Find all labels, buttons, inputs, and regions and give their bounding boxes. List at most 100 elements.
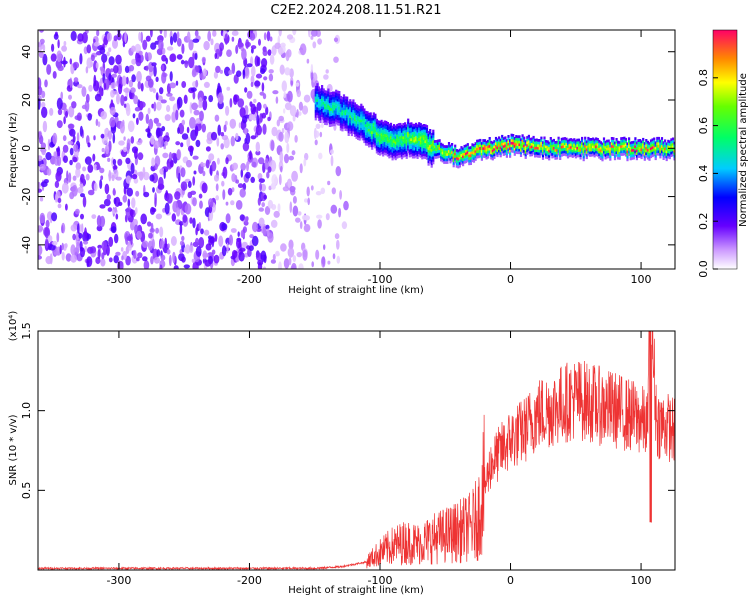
spectrogram-cell — [195, 139, 201, 148]
spectrogram-cell — [530, 145, 534, 149]
spectrogram-cell — [321, 108, 324, 112]
spectrogram-cell — [454, 155, 457, 158]
spectrogram-cell — [662, 157, 665, 160]
spectrogram-cell — [601, 142, 604, 146]
spectrogram-cell — [446, 155, 449, 159]
spectrogram-cell — [620, 147, 623, 151]
spectrogram-cell — [408, 152, 411, 155]
spectrogram-cell — [410, 122, 413, 126]
spectrogram-cell — [468, 146, 471, 150]
spectrogram-cell — [626, 145, 629, 148]
spectrogram-cell — [327, 117, 330, 121]
spectrogram-cell — [363, 108, 366, 112]
spectrogram-cell — [380, 151, 383, 155]
spectrogram-cell — [570, 151, 573, 155]
spectrogram-cell — [549, 139, 552, 143]
spectrogram-cell — [364, 124, 368, 127]
spectrogram-cell — [336, 104, 339, 107]
spectrogram-cell — [574, 145, 577, 148]
spectrogram-cell — [164, 202, 170, 215]
spectrogram-cell — [189, 217, 193, 224]
spectrogram-cell — [648, 152, 651, 156]
spectrogram-cell — [328, 95, 331, 98]
x-tick-label: -300 — [106, 273, 131, 286]
colorbar — [712, 29, 738, 270]
spectrogram-cell — [543, 152, 546, 156]
spectrogram-cell — [231, 62, 236, 74]
spectrogram-cell — [257, 197, 261, 206]
spectrogram-cell — [42, 44, 46, 52]
spectrogram-cell — [169, 53, 176, 63]
spectrogram-cell — [113, 65, 119, 74]
spectrogram-cell — [538, 144, 541, 148]
spectrogram-cell — [136, 71, 142, 83]
spectrogram-cell — [322, 104, 325, 108]
spectrogram-cell — [380, 119, 383, 123]
spectrogram-cell — [518, 143, 521, 147]
spectrogram-cell — [341, 110, 344, 113]
spectrogram-cell — [377, 146, 380, 150]
spectrogram-cell — [65, 253, 72, 262]
spectrogram-cell — [393, 148, 396, 151]
spectrogram-cell — [127, 120, 135, 133]
spectrogram-cell — [518, 140, 521, 144]
spectrogram-cell — [602, 145, 606, 149]
spectrogram-cell — [577, 146, 581, 150]
spectrogram-cell — [374, 121, 377, 125]
spectrogram-cell — [662, 151, 665, 155]
spectrogram-cell — [176, 166, 179, 179]
spectrogram-cell — [361, 113, 364, 117]
spectrogram-cell — [465, 155, 468, 158]
spectrogram-cell — [673, 152, 675, 156]
spectrogram-cell — [416, 137, 419, 141]
spectrogram-cell — [510, 149, 513, 153]
spectrogram-cell — [248, 114, 256, 121]
spectrogram-cell — [670, 141, 673, 144]
spectrogram-cell — [425, 157, 429, 160]
spectrogram-cell — [446, 161, 449, 164]
spectrogram-cell — [404, 135, 407, 139]
spectrogram-cell — [588, 154, 591, 157]
spectrogram-cell — [235, 179, 239, 184]
spectrogram-cell — [584, 139, 587, 143]
spectrogram-cell — [375, 137, 378, 141]
spectrogram-cell — [668, 145, 671, 149]
spectrogram-cell — [153, 101, 157, 112]
spectrogram-cell — [325, 106, 328, 110]
spectrogram-cell — [186, 126, 190, 134]
spectrogram-cell — [404, 132, 407, 136]
spectrogram-cell — [366, 143, 369, 146]
spectrogram-cell — [584, 152, 587, 156]
spectrogram-cell — [235, 45, 239, 54]
spectrogram-cell — [225, 201, 229, 206]
spectrogram-cell — [188, 39, 194, 51]
spectrogram-cell — [465, 160, 468, 164]
spectrogram-cell — [458, 164, 461, 168]
spectrogram-cell — [47, 235, 53, 243]
spectrogram-cell — [135, 57, 142, 67]
spectrogram-cell — [145, 35, 151, 42]
spectrogram-cell — [415, 149, 418, 153]
spectrogram-cell — [458, 159, 461, 163]
spectrogram-cell — [482, 141, 485, 145]
spectrogram-cell — [360, 135, 363, 139]
spectrogram-cell — [264, 206, 271, 215]
spectrogram-cell — [100, 110, 107, 120]
spectrogram-cell — [648, 158, 651, 161]
spectrogram-cell — [112, 187, 116, 196]
spectrogram-cell — [385, 152, 388, 156]
spectrogram-cell — [507, 142, 510, 146]
spectrogram-cell — [76, 241, 80, 254]
spectrogram-cell — [649, 147, 653, 151]
spectrogram-cell — [380, 141, 383, 144]
spectrogram-cell — [306, 186, 310, 197]
spectrogram-cell — [369, 120, 372, 124]
spectrogram-cell — [317, 107, 321, 111]
spectrogram-cell — [396, 134, 399, 138]
spectrogram-cell — [391, 133, 394, 137]
spectrogram-cell — [388, 155, 391, 159]
spectrogram-cell — [322, 91, 325, 94]
spectrogram-cell — [242, 115, 248, 124]
spectrogram-cell — [556, 156, 559, 160]
spectrogram-cell — [404, 125, 407, 128]
